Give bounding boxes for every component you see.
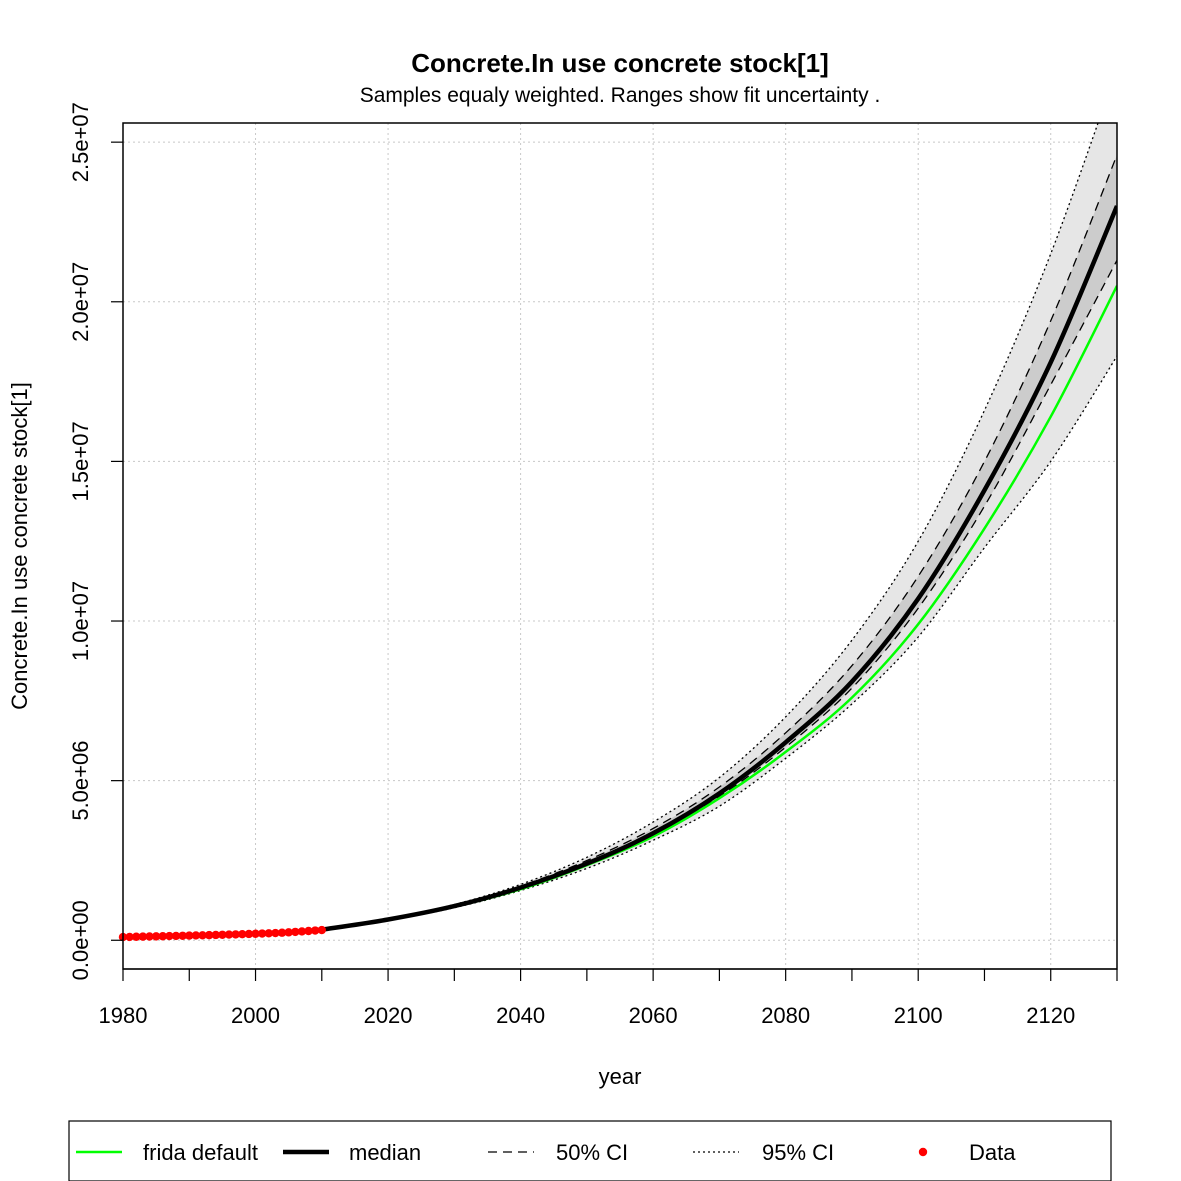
data-points <box>118 925 326 942</box>
x-tick-label: 2120 <box>1026 1003 1075 1028</box>
data-point <box>310 926 320 935</box>
data-point <box>297 927 307 936</box>
data-point <box>271 928 280 938</box>
x-tick-label: 2100 <box>894 1003 943 1028</box>
legend-label: 95% CI <box>762 1140 834 1165</box>
data-point <box>211 930 220 940</box>
series-line-median <box>321 205 1117 932</box>
data-point <box>198 931 207 940</box>
band-95-ci <box>321 123 1117 931</box>
y-tick-label: 0.0e+00 <box>68 900 93 980</box>
data-point <box>165 931 174 941</box>
legend-box <box>68 1120 1112 1181</box>
data-point <box>257 929 267 938</box>
x-tick-label: 1980 <box>99 1003 148 1028</box>
y-axis-label: Concrete.In use concrete stock[1] <box>7 382 32 710</box>
y-tick-label: 2.5e+07 <box>68 102 93 182</box>
data-point <box>244 929 254 939</box>
data-point <box>251 929 260 938</box>
data-point <box>204 930 214 940</box>
series-line-50-ci-lower <box>321 259 1117 931</box>
data-point <box>171 931 181 941</box>
series-lines <box>321 123 1117 932</box>
legend: frida default median 50% CI 95% CI Data <box>68 1120 1112 1181</box>
data-point <box>238 930 247 939</box>
data-point <box>125 932 134 942</box>
series-line-95-ci-upper <box>321 123 1099 930</box>
y-tick-label: 2.0e+07 <box>68 262 93 342</box>
data-point <box>191 931 201 940</box>
x-tick-label: 2020 <box>364 1003 413 1028</box>
chart-subtitle: Samples equaly weighted. Ranges show fit… <box>360 84 881 107</box>
data-point <box>185 931 194 940</box>
series-line-95-ci-lower <box>321 355 1117 932</box>
series-line-50-ci-upper <box>321 154 1117 931</box>
data-point <box>151 932 161 941</box>
data-point <box>132 932 141 941</box>
data-point <box>218 930 227 939</box>
data-point <box>158 932 167 941</box>
data-point <box>304 926 313 936</box>
uncertainty-bands <box>321 123 1117 931</box>
data-point <box>264 929 273 938</box>
x-tick-label: 2040 <box>496 1003 545 1028</box>
legend-label: frida default <box>143 1140 258 1165</box>
legend-label: 50% CI <box>556 1140 628 1165</box>
data-point <box>178 931 187 940</box>
data-point <box>138 932 148 941</box>
data-point <box>231 930 240 939</box>
data-point <box>284 928 293 937</box>
y-tick-label: 1.5e+07 <box>68 421 93 501</box>
y-axis: 0.0e+00 5.0e+06 1.0e+07 1.5e+07 2.0e+07 2.5e+… <box>68 102 123 980</box>
data-point <box>224 930 234 939</box>
band-50-ci <box>321 154 1117 931</box>
legend-marker-data <box>918 1147 928 1157</box>
data-point <box>277 928 287 937</box>
legend-label: median <box>349 1140 421 1165</box>
x-axis-label: year <box>599 1064 642 1089</box>
x-tick-label: 2080 <box>761 1003 810 1028</box>
x-axis: 1980 2000 2020 2040 2060 2080 2100 2120 <box>99 968 1118 1028</box>
chart-title: Concrete.In use concrete stock[1] <box>411 48 829 78</box>
y-tick-label: 1.0e+07 <box>68 581 93 661</box>
x-tick-label: 2000 <box>231 1003 280 1028</box>
x-tick-label: 2060 <box>629 1003 678 1028</box>
y-tick-label: 5.0e+06 <box>68 741 93 821</box>
legend-label: Data <box>969 1140 1016 1165</box>
data-point <box>145 932 154 941</box>
data-point <box>317 925 326 935</box>
data-point <box>291 927 300 937</box>
